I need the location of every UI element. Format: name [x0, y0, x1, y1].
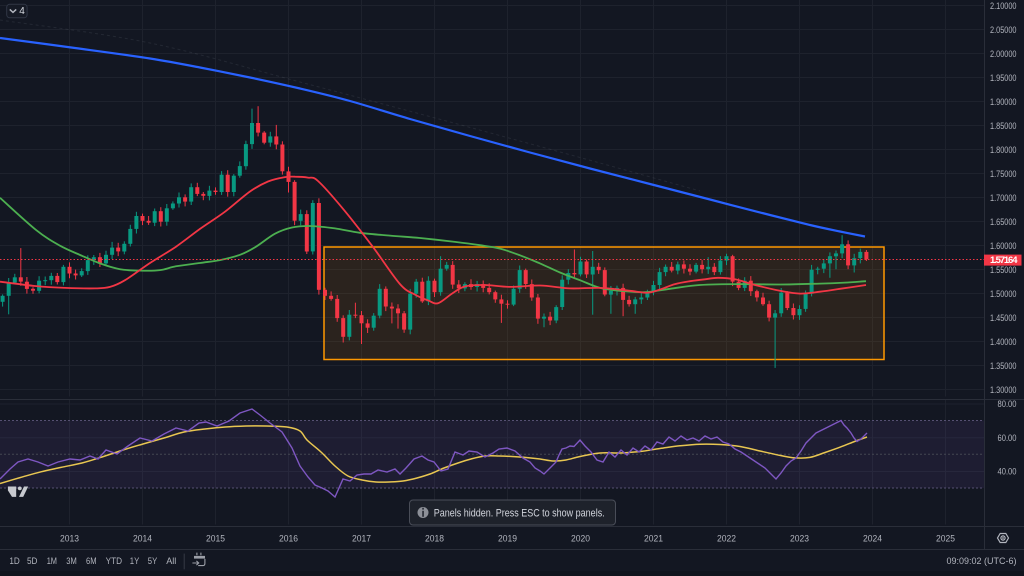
- svg-text:2.00000: 2.00000: [990, 49, 1017, 60]
- svg-text:1.30000: 1.30000: [990, 385, 1017, 396]
- svg-text:1.50000: 1.50000: [990, 289, 1017, 300]
- svg-text:3M: 3M: [66, 556, 77, 567]
- svg-text:60.00: 60.00: [998, 433, 1017, 444]
- svg-text:1Y: 1Y: [130, 556, 140, 567]
- svg-text:1.40000: 1.40000: [990, 337, 1017, 348]
- svg-text:1.95000: 1.95000: [990, 73, 1017, 84]
- svg-text:2018: 2018: [425, 533, 444, 544]
- svg-text:1.45000: 1.45000: [990, 313, 1017, 324]
- svg-text:5Y: 5Y: [148, 556, 158, 567]
- svg-text:4: 4: [19, 6, 25, 17]
- svg-text:1.80000: 1.80000: [990, 145, 1017, 156]
- svg-text:1.35000: 1.35000: [990, 361, 1017, 372]
- svg-text:2025: 2025: [936, 533, 955, 544]
- svg-text:1.55000: 1.55000: [990, 265, 1017, 276]
- svg-text:Panels hidden. Press ESC to sh: Panels hidden. Press ESC to show panels.: [434, 507, 605, 519]
- svg-text:2.10000: 2.10000: [990, 1, 1017, 12]
- svg-text:1.85000: 1.85000: [990, 121, 1017, 132]
- svg-text:1M: 1M: [47, 556, 57, 567]
- svg-text:2.05000: 2.05000: [990, 25, 1017, 36]
- svg-text:2017: 2017: [352, 533, 371, 544]
- svg-text:09:09:02 (UTC-6): 09:09:02 (UTC-6): [947, 556, 1017, 567]
- svg-text:1D: 1D: [9, 556, 20, 567]
- svg-text:40.00: 40.00: [998, 467, 1017, 478]
- svg-text:2023: 2023: [790, 533, 809, 544]
- svg-text:2021: 2021: [644, 533, 663, 544]
- svg-text:5D: 5D: [27, 556, 38, 567]
- svg-text:1.60000: 1.60000: [990, 241, 1017, 252]
- svg-text:1.90000: 1.90000: [990, 97, 1017, 108]
- svg-text:1.70000: 1.70000: [990, 193, 1017, 204]
- svg-text:2015: 2015: [206, 533, 225, 544]
- svg-text:2019: 2019: [498, 533, 517, 544]
- svg-text:2014: 2014: [133, 533, 152, 544]
- svg-text:2022: 2022: [717, 533, 736, 544]
- svg-text:2013: 2013: [60, 533, 79, 544]
- svg-text:2020: 2020: [571, 533, 590, 544]
- svg-text:1.57164: 1.57164: [990, 255, 1018, 266]
- svg-text:2024: 2024: [863, 533, 882, 544]
- svg-text:1.75000: 1.75000: [990, 169, 1017, 180]
- svg-text:6M: 6M: [86, 556, 97, 567]
- svg-text:YTD: YTD: [106, 556, 123, 567]
- svg-text:80.00: 80.00: [998, 399, 1017, 410]
- svg-text:2016: 2016: [279, 533, 298, 544]
- svg-text:1.65000: 1.65000: [990, 217, 1017, 228]
- svg-text:All: All: [166, 556, 176, 567]
